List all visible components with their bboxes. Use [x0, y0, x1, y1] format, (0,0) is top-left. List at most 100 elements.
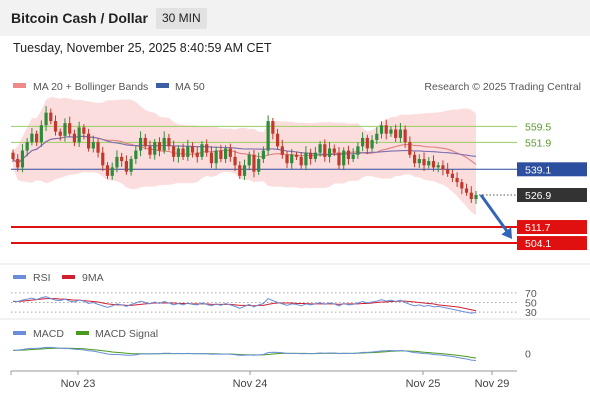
macd-legend-label: MACD [33, 328, 64, 340]
support-level-label: 504.1 [525, 238, 551, 250]
candle-body [138, 137, 143, 151]
bollinger-bands [13, 97, 476, 215]
candle-body [474, 195, 478, 200]
timestamp: Tuesday, November 25, 2025 8:40:59 AM CE… [13, 41, 272, 55]
candle-body [77, 127, 81, 143]
candle-body [403, 129, 407, 143]
candle-body [422, 158, 426, 166]
candle-body [143, 137, 147, 147]
ma50-legend-swatch [156, 83, 169, 88]
candle-body [446, 169, 450, 174]
candle-body [195, 152, 199, 157]
interval-button[interactable]: 30 MIN [156, 8, 207, 29]
candle-body [68, 123, 72, 134]
signal-legend-label: MACD Signal [95, 328, 158, 340]
candle-body [431, 161, 436, 168]
ma20-legend-label: MA 20 + Bollinger Bands [33, 81, 148, 93]
candle-body [361, 137, 365, 147]
candle-body [86, 133, 91, 149]
support-level-tag [517, 220, 587, 235]
candle-body [337, 152, 341, 166]
candle-body [72, 133, 77, 143]
candle-body [370, 140, 374, 149]
support-level-tag [517, 236, 587, 251]
x-tick-label: Nov 29 [475, 378, 510, 390]
candle-body [304, 152, 308, 166]
candle-body [181, 148, 185, 157]
signal-legend-swatch [76, 331, 89, 335]
candle-body [233, 156, 237, 166]
ma20-legend-swatch [13, 83, 26, 88]
candle-body [25, 142, 29, 151]
candle-body [280, 146, 284, 155]
candlesticks [11, 106, 478, 204]
ma50-legend-label: MA 50 [175, 81, 205, 93]
candle-body [120, 156, 124, 162]
price-levels [11, 125, 517, 245]
candle-body [91, 142, 95, 149]
candle-body [39, 125, 43, 143]
candle-body [242, 165, 247, 176]
candle-body [129, 158, 133, 172]
candle-body [313, 152, 317, 159]
candle-body [190, 146, 195, 153]
candle-body [96, 142, 100, 153]
candle-body [124, 161, 128, 172]
price-tags: 559.5 551.9 539.1 511.7 504.1 526.9 [479, 121, 587, 251]
candle-body [209, 152, 214, 164]
candle-body [261, 150, 265, 159]
rsi-ma-legend-swatch [62, 275, 75, 279]
candle-body [162, 137, 166, 151]
candle-body [271, 121, 275, 134]
candle-body [172, 146, 176, 157]
candle-body [332, 148, 336, 153]
candle-body [219, 150, 223, 159]
candle-body [469, 192, 473, 200]
candle-body [464, 188, 469, 193]
candle-body [247, 154, 251, 166]
candle-body [323, 144, 327, 157]
candle-body [394, 129, 398, 138]
candle-body [11, 152, 15, 159]
candle-body [342, 150, 346, 166]
candle-body [224, 148, 228, 159]
candle-body [309, 152, 313, 159]
candle-body [49, 112, 53, 122]
resistance-level-label: 551.9 [525, 137, 551, 149]
rsi-legend-label: RSI [33, 272, 51, 284]
candle-body [441, 165, 445, 170]
candle-body [398, 129, 403, 138]
rsi-tick-label: 30 [525, 307, 537, 319]
forecast-arrow [479, 194, 511, 235]
candle-body [417, 158, 421, 164]
bollinger-band-fill [13, 97, 476, 215]
candle-body [436, 165, 440, 168]
candle-body [408, 142, 412, 155]
candle-body [63, 123, 67, 136]
x-tick-label: Nov 24 [233, 378, 268, 390]
candle-body [30, 133, 34, 143]
candle-body [101, 152, 105, 166]
macd-panel: 0 [12, 346, 531, 361]
candle-body [167, 137, 171, 147]
candle-body [346, 150, 351, 159]
candle-body [318, 144, 322, 153]
x-axis-ticks: Nov 23 Nov 24 Nov 25 Nov 29 [10, 371, 510, 390]
candle-body [157, 142, 162, 151]
candle-body [200, 144, 204, 157]
current-price-label: 526.9 [525, 190, 551, 202]
candle-body [455, 177, 459, 183]
candle-body [294, 154, 299, 157]
rsi-ma-legend-label: 9MA [82, 272, 104, 284]
candle-body [412, 154, 417, 164]
candle-body [35, 133, 39, 143]
candle-body [252, 154, 256, 172]
candle-body [105, 165, 110, 176]
candle-body [176, 148, 180, 157]
rsi-line [12, 296, 477, 314]
macd-tick-label: 0 [525, 348, 531, 360]
current-price-tag [517, 188, 587, 203]
candle-body [153, 142, 157, 155]
